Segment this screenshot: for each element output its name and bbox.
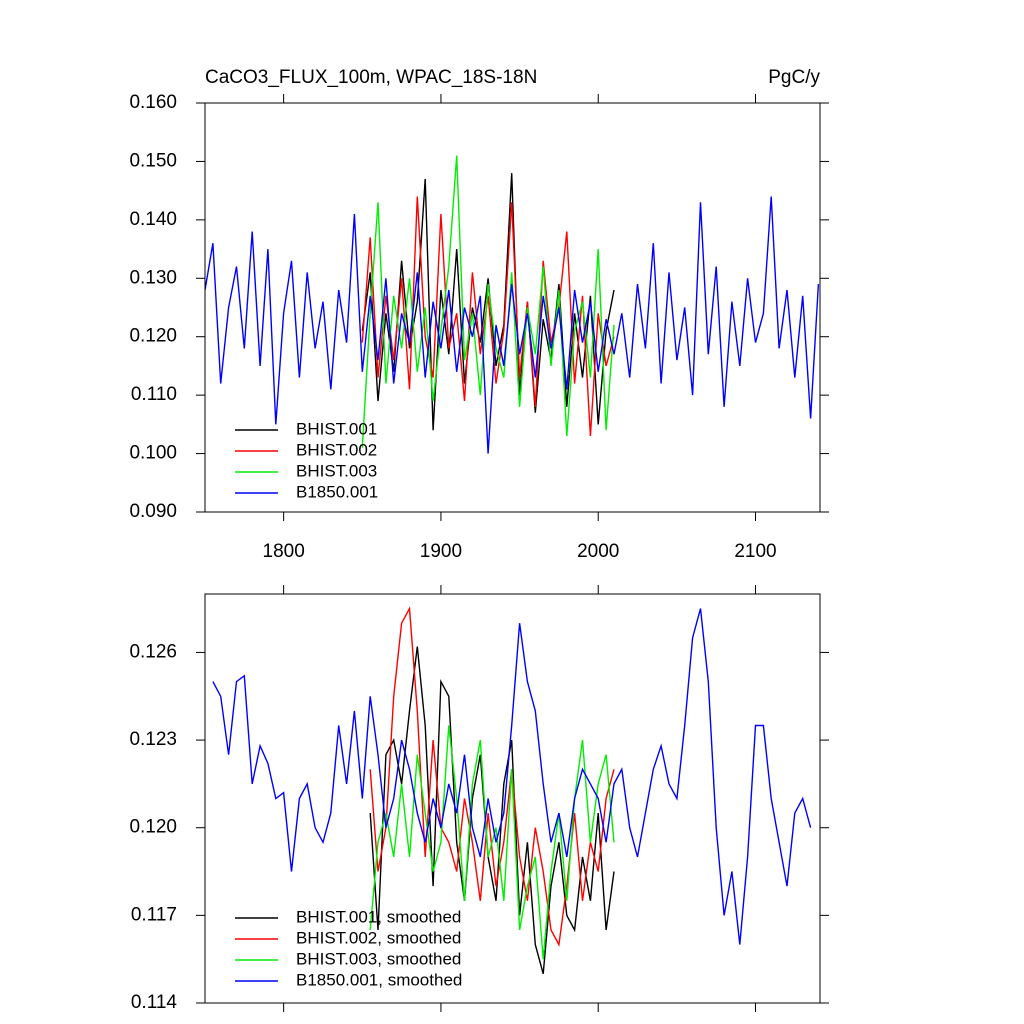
legend-label: BHIST.003, smoothed [296, 949, 461, 968]
y-tick-label: 0.090 [129, 501, 177, 522]
legend-label: B1850.001 [296, 482, 378, 501]
y-tick-label: 0.114 [131, 992, 178, 1013]
legend-label: BHIST.002 [296, 440, 377, 459]
y-tick-label: 0.130 [129, 267, 177, 288]
x-tick-label: 1800 [263, 541, 305, 562]
legend: BHIST.001 BHIST.002 BHIST.003 B1850.001 [235, 419, 378, 501]
legend-label: BHIST.001, smoothed [296, 907, 461, 926]
legend-label: BHIST.001 [296, 419, 377, 438]
x-tick-label: 2000 [577, 541, 619, 562]
plot-frame [204, 593, 821, 1004]
y-tick-label: 0.120 [129, 326, 177, 347]
chart-title: CaCO3_FLUX_100m, WPAC_18S-18N [205, 67, 537, 88]
y-tick-label: 0.160 [129, 92, 177, 113]
y-tick-label: 0.123 [129, 729, 177, 750]
legend-label: BHIST.003 [296, 461, 377, 480]
y-tick-label: 0.117 [131, 904, 177, 925]
x-tick-label: 2100 [734, 541, 776, 562]
y-tick-label: 0.126 [129, 641, 177, 662]
series-line [369, 606, 615, 947]
x-tick-label: 1900 [420, 541, 462, 562]
y-tick-label: 0.100 [129, 443, 177, 464]
legend-label: BHIST.002, smoothed [296, 928, 461, 947]
y-tick-label: 0.140 [129, 209, 177, 230]
series-line [369, 646, 615, 974]
legend: BHIST.001, smoothed BHIST.002, smoothed BH… [235, 907, 462, 989]
y-tick-label: 0.110 [131, 384, 177, 405]
series-line [369, 725, 615, 960]
series-line [361, 196, 615, 437]
series-line [205, 196, 820, 454]
y-tick-label: 0.150 [129, 150, 177, 171]
plot-frame [204, 102, 821, 513]
y-tick-label: 0.120 [129, 817, 177, 838]
units-label: PgC/y [768, 67, 820, 88]
series-line [212, 608, 812, 945]
legend-label: B1850.001, smoothed [296, 970, 462, 989]
